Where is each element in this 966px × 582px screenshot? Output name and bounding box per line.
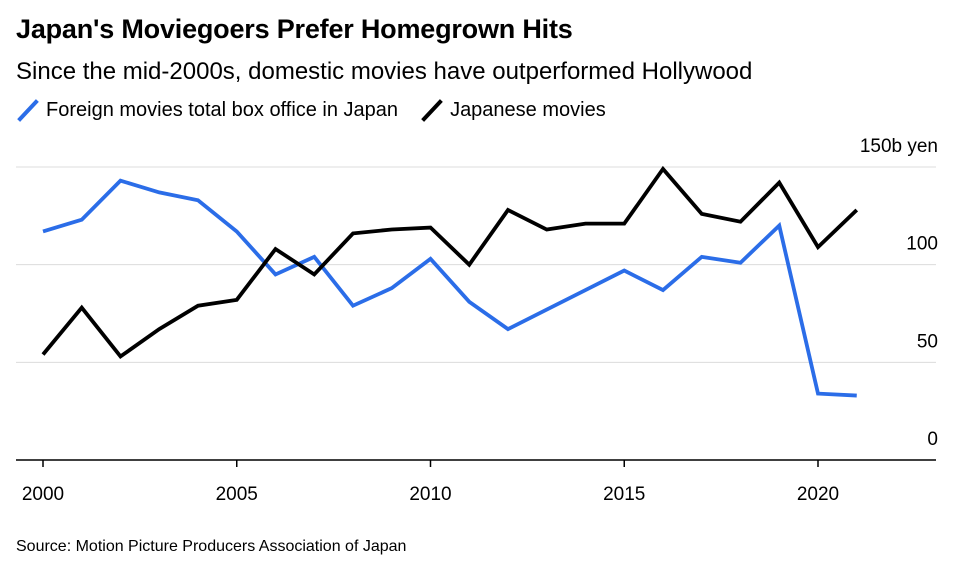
x-tick-label-2020: 2020 — [797, 484, 839, 505]
y-tick-label-100: 100 — [906, 234, 938, 255]
legend: Foreign movies total box office in Japan… — [16, 98, 628, 122]
legend-item-japanese: Japanese movies — [420, 98, 606, 122]
y-tick-label-150: 150b yen — [860, 136, 938, 157]
y-tick-label-0: 0 — [927, 429, 938, 450]
x-tick-label-2005: 2005 — [216, 484, 258, 505]
y-tick-label-50: 50 — [917, 331, 938, 352]
legend-item-foreign: Foreign movies total box office in Japan — [16, 98, 398, 122]
legend-label-japanese: Japanese movies — [450, 98, 606, 121]
source-note: Source: Motion Picture Producers Associa… — [16, 538, 407, 555]
chart-subtitle: Since the mid-2000s, domestic movies hav… — [16, 58, 753, 85]
legend-swatch-japanese-icon — [421, 99, 443, 122]
x-tick-label-2010: 2010 — [409, 484, 451, 505]
legend-swatch-foreign-icon — [17, 99, 39, 122]
series-line-foreign — [42, 178, 857, 398]
series-line-japanese — [41, 165, 859, 360]
chart-title: Japan's Moviegoers Prefer Homegrown Hits — [16, 14, 573, 44]
x-tick-label-2000: 2000 — [22, 484, 64, 505]
x-tick-label-2015: 2015 — [603, 484, 645, 505]
legend-label-foreign: Foreign movies total box office in Japan — [46, 98, 399, 121]
